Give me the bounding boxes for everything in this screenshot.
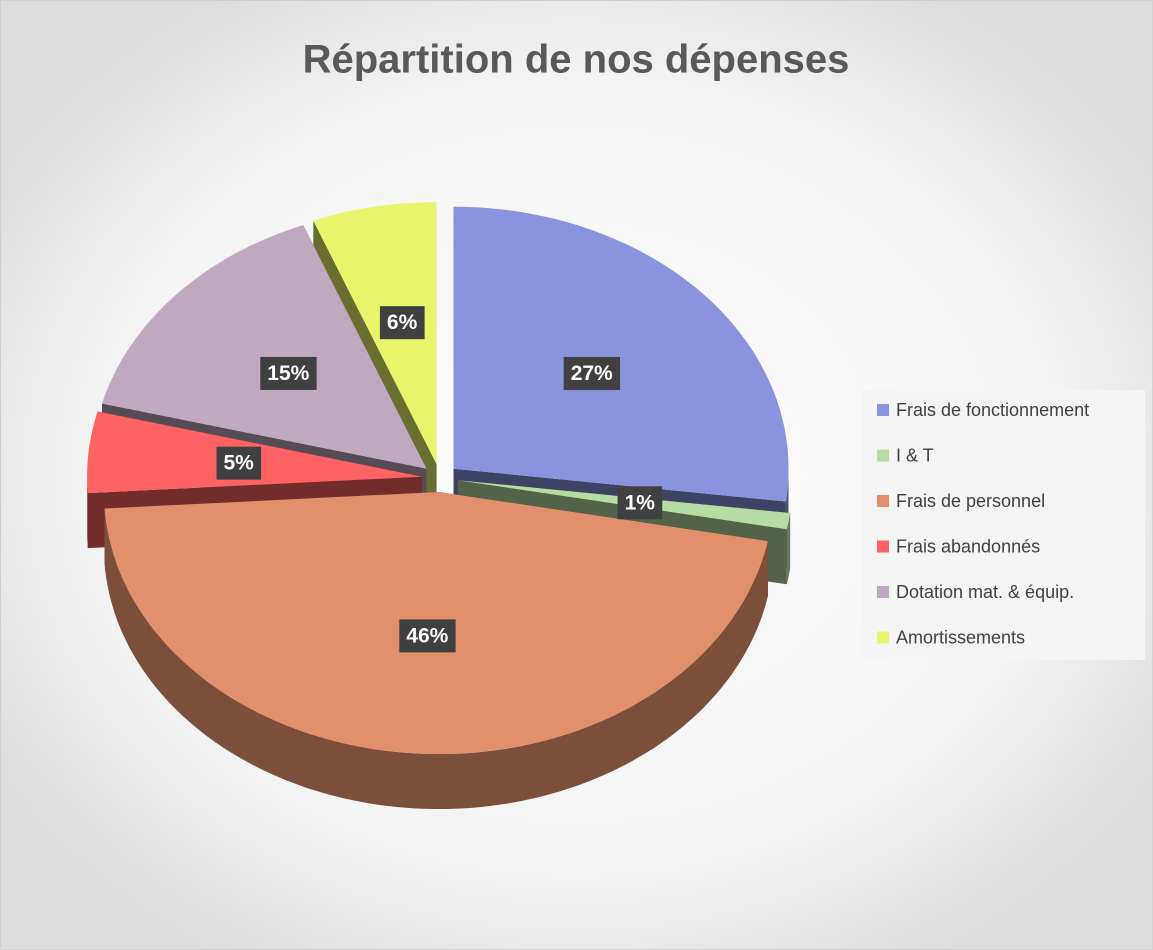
data-label: 27% bbox=[571, 362, 613, 385]
legend-label: Dotation mat. & équip. bbox=[896, 582, 1074, 602]
slice-side bbox=[104, 508, 768, 809]
legend-label: I & T bbox=[896, 445, 934, 465]
legend-swatch bbox=[877, 449, 889, 462]
legend-swatch bbox=[877, 404, 889, 416]
data-label-box bbox=[260, 356, 317, 390]
legend-label: Frais abandonnés bbox=[896, 536, 1040, 556]
legend-swatch bbox=[877, 586, 889, 598]
slice-side bbox=[87, 476, 88, 549]
legend-label: Frais de fonctionnement bbox=[896, 400, 1089, 420]
slice bbox=[453, 206, 789, 502]
legend-swatch bbox=[877, 631, 889, 644]
data-label: 1% bbox=[625, 491, 656, 514]
data-label-box bbox=[216, 446, 262, 480]
legend-label: Frais de personnel bbox=[896, 491, 1045, 511]
chart-title: Répartition de nos dépenses bbox=[303, 38, 850, 82]
legend-label: Amortissements bbox=[896, 627, 1025, 647]
data-label: 6% bbox=[387, 311, 418, 334]
legend-swatch bbox=[877, 540, 889, 553]
legend-swatch bbox=[877, 495, 889, 507]
data-label-box bbox=[379, 306, 425, 340]
data-label-box bbox=[563, 356, 621, 390]
data-label-box bbox=[399, 619, 456, 653]
data-label-box bbox=[617, 486, 663, 520]
slice bbox=[313, 202, 437, 465]
slice bbox=[102, 225, 427, 469]
legend-box bbox=[862, 390, 1145, 660]
data-label: 46% bbox=[406, 624, 448, 647]
slice-side bbox=[786, 513, 791, 585]
data-label: 5% bbox=[223, 452, 254, 475]
data-label: 15% bbox=[267, 362, 309, 385]
